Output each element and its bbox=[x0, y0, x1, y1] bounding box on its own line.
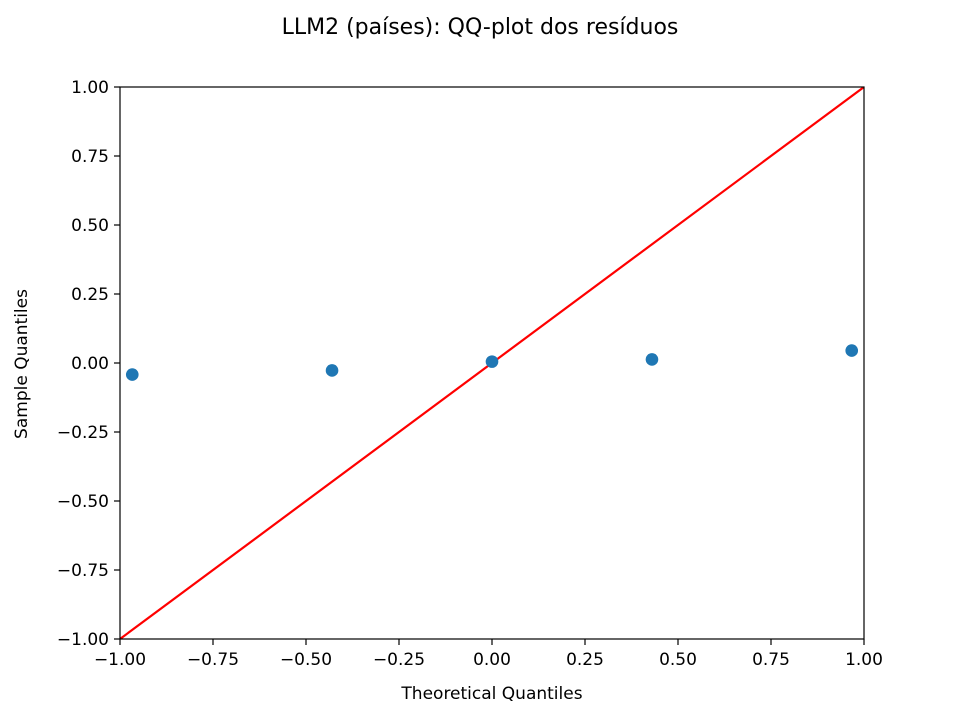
x-tick-label: −0.25 bbox=[373, 650, 425, 670]
y-axis-label: Sample Quantiles bbox=[12, 289, 32, 439]
y-tick-label: −0.75 bbox=[57, 561, 109, 581]
y-tick-label: 0.00 bbox=[71, 354, 109, 374]
data-point bbox=[325, 364, 339, 377]
x-tick-label: 1.00 bbox=[845, 650, 883, 670]
data-point bbox=[125, 368, 139, 381]
data-point bbox=[845, 344, 859, 357]
plot-area: −1.00 −0.75 −0.50 −0.25 0.00 0.25 0.50 0.75 1.00… bbox=[57, 78, 883, 670]
y-tick-label: −0.25 bbox=[57, 423, 109, 443]
y-tick-label: −1.00 bbox=[57, 630, 109, 650]
x-tick-label: −1.00 bbox=[94, 650, 146, 670]
x-tick-label: 0.50 bbox=[659, 650, 697, 670]
x-tick-label: 0.75 bbox=[752, 650, 790, 670]
x-tick-label: 0.00 bbox=[473, 650, 511, 670]
y-tick-label: 1.00 bbox=[71, 78, 109, 98]
chart-title: LLM2 (países): QQ-plot dos resíduos bbox=[282, 15, 679, 40]
data-point bbox=[485, 355, 499, 368]
y-tick-label: 0.25 bbox=[71, 285, 109, 305]
y-tick-label: 0.50 bbox=[71, 216, 109, 236]
data-point bbox=[645, 353, 659, 366]
y-tick-label: −0.50 bbox=[57, 492, 109, 512]
x-axis-label: Theoretical Quantiles bbox=[400, 684, 582, 704]
x-tick-label: −0.50 bbox=[280, 650, 332, 670]
x-tick-label: 0.25 bbox=[566, 650, 604, 670]
y-tick-label: 0.75 bbox=[71, 147, 109, 167]
x-tick-label: −0.75 bbox=[187, 650, 239, 670]
